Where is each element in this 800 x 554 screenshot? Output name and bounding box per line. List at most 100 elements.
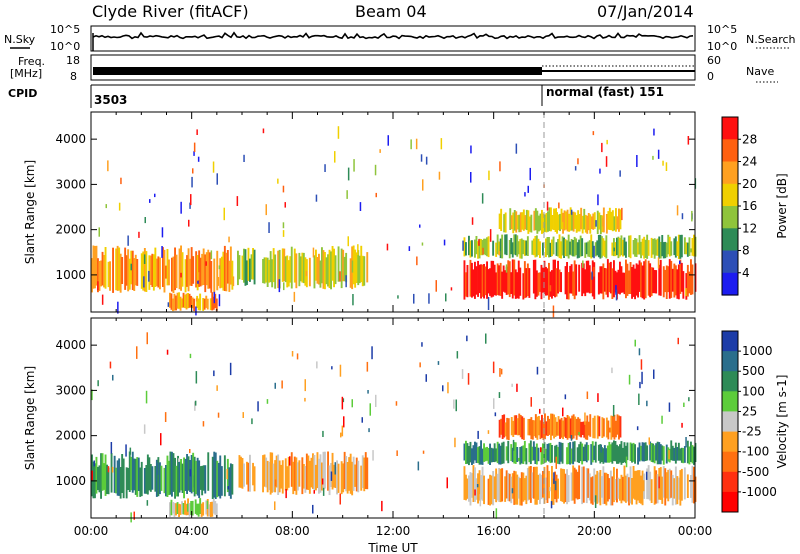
echo-cell [152, 254, 155, 291]
echo-cell [617, 446, 620, 464]
echo-speck [636, 155, 638, 167]
echo-speck [564, 394, 567, 400]
echo-cell [637, 264, 639, 298]
echo-speck [653, 369, 655, 379]
echo-cell [187, 248, 190, 292]
echo-speck [625, 456, 628, 468]
echo-cell [557, 416, 560, 436]
echo-speck [500, 368, 503, 375]
echo-cell [363, 457, 366, 492]
colorbar-swatch [722, 391, 738, 412]
echo-cell [313, 255, 316, 289]
echo-cell [181, 463, 184, 493]
echo-cell [619, 209, 622, 230]
echo-cell [463, 237, 466, 257]
echo-speck [685, 437, 687, 448]
echo-cell [333, 464, 335, 488]
echo-cell [208, 504, 211, 517]
echo-speck [197, 272, 200, 280]
nave-tick-top: 60 [707, 54, 721, 67]
echo-cell [596, 240, 599, 256]
echo-cell [492, 471, 495, 506]
echo-cell [199, 257, 202, 287]
echo-speck [212, 161, 215, 173]
echo-cell [200, 503, 203, 517]
echo-cell [295, 457, 298, 495]
echo-cell [169, 451, 172, 495]
echo-cell [658, 264, 661, 296]
echo-cell [298, 252, 301, 287]
echo-cell [188, 293, 191, 308]
noise-right-label: N.Search [746, 33, 796, 46]
echo-cell [626, 442, 629, 461]
freq-panel-frame [90, 54, 696, 81]
echo-cell [355, 457, 358, 492]
echo-cell [474, 239, 476, 258]
echo-cell [290, 452, 293, 487]
echo-cell [562, 420, 564, 440]
echo-speck [679, 260, 681, 265]
echo-cell [686, 242, 689, 257]
echo-cell [664, 269, 667, 293]
echo-speck [591, 271, 593, 280]
echo-cell [315, 249, 317, 281]
echo-cell [539, 420, 542, 440]
beam-title: Beam 04 [355, 2, 427, 21]
echo-cell [556, 421, 558, 436]
echo-speck [683, 402, 685, 407]
echo-cell [465, 242, 467, 256]
echo-speck [415, 138, 418, 150]
echo-cell [573, 260, 576, 300]
echo-speck [107, 466, 110, 473]
echo-speck [495, 508, 498, 519]
echo-cell [525, 268, 528, 298]
echo-cell [602, 238, 605, 256]
echo-cell [581, 238, 584, 257]
echo-cell [495, 468, 498, 503]
echo-cell [653, 270, 656, 294]
echo-speck [446, 477, 448, 489]
echo-speck [577, 158, 579, 165]
echo-cell [578, 465, 581, 499]
echo-cell [104, 454, 107, 496]
echo-cell [510, 417, 513, 436]
power-panel: 1000 2000 3000 4000 Slant Range [km] 4 8 12 16 20… [23, 111, 789, 318]
echo-cell [539, 272, 541, 292]
echo-cell [640, 445, 642, 461]
echo-speck [574, 166, 577, 171]
echo-cell [205, 500, 208, 515]
echo-cell [659, 467, 662, 500]
echo-cell [693, 446, 695, 465]
echo-cell [602, 263, 605, 300]
echo-cell [628, 477, 630, 506]
colorbar-swatch [722, 331, 738, 352]
echo-cell [504, 270, 507, 293]
echo-speck [450, 287, 453, 291]
echo-speck [478, 239, 480, 246]
noise-right-tick-top: 10^5 [707, 23, 737, 36]
echo-cell [623, 272, 626, 295]
echo-cell [653, 445, 656, 464]
freq-label-2: [MHz] [10, 67, 42, 80]
echo-speck [578, 432, 580, 436]
echo-cell [599, 215, 602, 235]
echo-cell [148, 457, 151, 491]
echo-cell [519, 267, 522, 296]
echo-speck [193, 151, 195, 156]
echo-cell [576, 471, 579, 500]
echo-cell [679, 234, 682, 259]
echo-cell [143, 248, 146, 292]
echo-cell [195, 460, 198, 495]
echo-cell [587, 260, 590, 293]
echo-cell [478, 470, 481, 501]
echo-cell [465, 474, 467, 501]
echo-cell [608, 441, 611, 463]
echo-cell [609, 470, 612, 506]
echo-cell [493, 264, 496, 296]
echo-cell [662, 446, 665, 465]
echo-speck [477, 430, 479, 439]
echo-cell [546, 268, 549, 296]
echo-cell [180, 459, 182, 491]
echo-cell [484, 447, 487, 462]
echo-speck [178, 458, 180, 462]
